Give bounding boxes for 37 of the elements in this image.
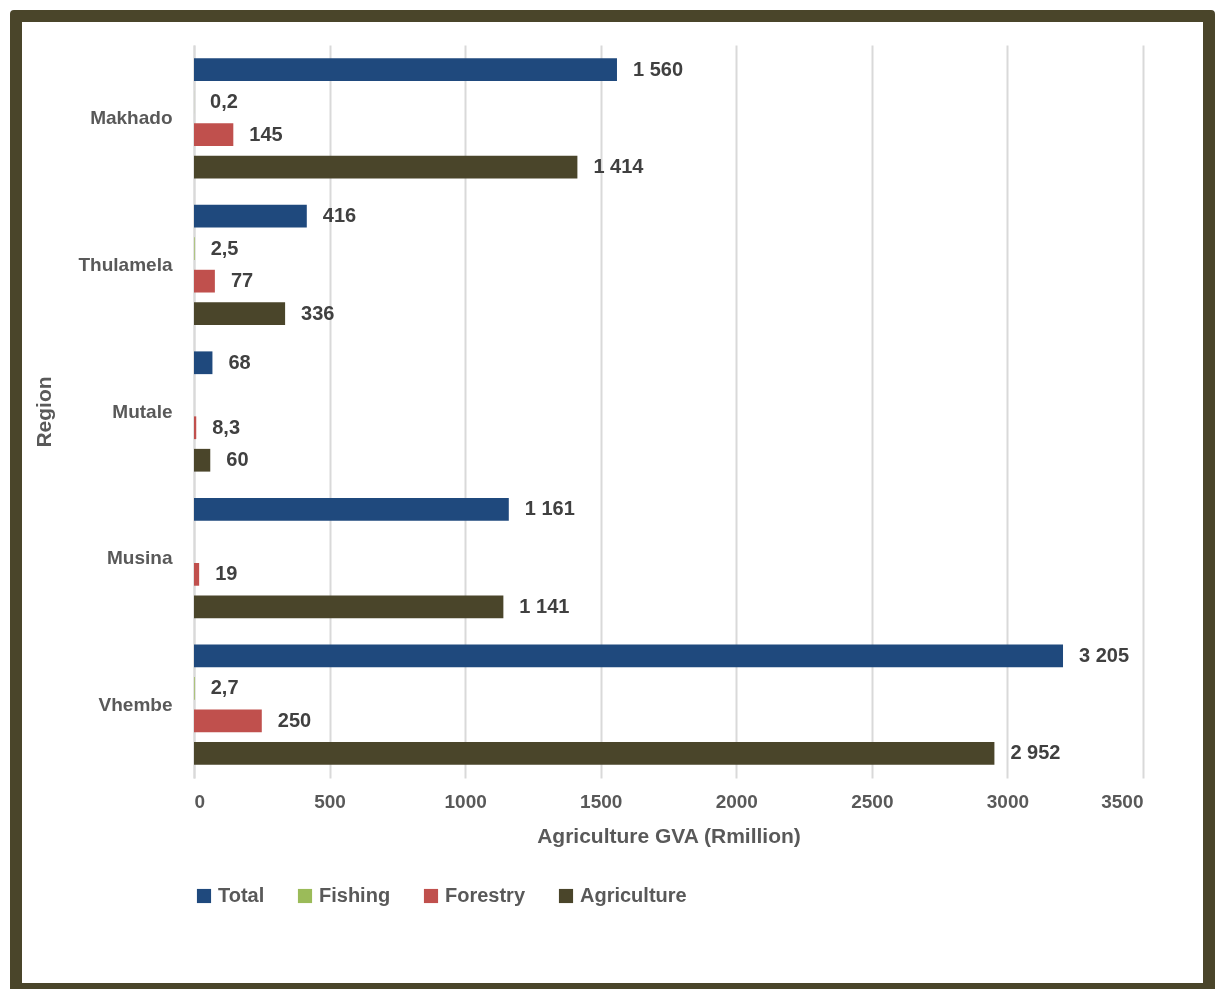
data-label: 145 [249, 122, 283, 145]
data-label: 3 205 [1079, 643, 1130, 666]
data-label: 8,3 [212, 415, 241, 438]
data-label: 1 560 [632, 57, 684, 80]
data-label: 2,7 [210, 676, 239, 699]
data-label: 1 141 [519, 594, 570, 617]
legend-label: Fishing [319, 884, 391, 906]
x-tick-label: 1000 [444, 790, 487, 812]
data-label: 0,2 [210, 90, 238, 113]
x-tick-label: 0 [194, 790, 206, 812]
legend-label: Total [218, 884, 265, 906]
x-tick-label: 3000 [986, 790, 1030, 812]
data-label: 416 [322, 204, 357, 227]
data-label: 68 [228, 350, 251, 373]
x-tick-label: 2500 [851, 790, 894, 812]
legend-label: Forestry [445, 884, 526, 906]
y-tick-label: Thulamela [78, 253, 173, 275]
x-tick-label: 500 [314, 790, 346, 812]
data-label: 19 [215, 562, 238, 585]
data-label: 1 161 [524, 497, 575, 520]
data-label: 60 [226, 448, 249, 471]
data-label: 2,5 [210, 236, 239, 259]
data-label: 77 [230, 269, 254, 292]
y-tick-label: Musina [107, 547, 173, 569]
data-label: 1 414 [593, 155, 645, 178]
y-axis-title: Region [31, 376, 55, 448]
y-tick-label: Makhado [90, 107, 173, 129]
data-label: 2 952 [1010, 741, 1061, 764]
y-tick-label: Vhembe [98, 693, 173, 715]
data-label: 250 [277, 708, 312, 731]
legend-label: Agriculture [580, 884, 687, 906]
y-tick-label: Mutale [112, 400, 173, 422]
x-tick-label: 2000 [715, 790, 758, 812]
x-axis-title: Agriculture GVA (Rmillion) [537, 823, 801, 847]
x-tick-label: 3500 [1101, 790, 1144, 812]
data-label: 336 [301, 301, 335, 324]
x-tick-label: 1500 [580, 790, 623, 812]
